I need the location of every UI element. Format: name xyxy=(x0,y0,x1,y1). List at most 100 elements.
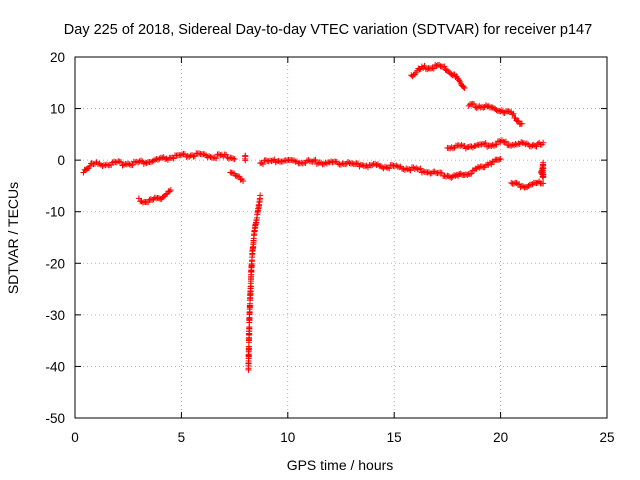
data-point xyxy=(231,156,238,163)
data-point xyxy=(362,163,369,170)
x-tick-label: 0 xyxy=(71,430,79,445)
data-point xyxy=(496,107,503,114)
data-point xyxy=(380,165,387,172)
data-point xyxy=(488,161,495,168)
series-9 xyxy=(444,137,547,152)
data-point xyxy=(323,160,330,167)
series-0 xyxy=(80,150,238,176)
data-point xyxy=(468,170,475,177)
data-point xyxy=(120,161,127,168)
data-point xyxy=(461,84,468,91)
data-point xyxy=(381,163,388,170)
series-6 xyxy=(455,155,504,180)
data-point xyxy=(471,167,477,174)
data-point xyxy=(352,161,359,168)
series-11 xyxy=(538,159,547,181)
data-point xyxy=(190,153,197,160)
data-point xyxy=(481,141,488,148)
data-point xyxy=(391,163,398,170)
data-point xyxy=(513,141,520,148)
data-point xyxy=(139,199,146,206)
series-4 xyxy=(242,152,249,164)
data-point xyxy=(510,180,517,187)
data-point xyxy=(430,65,437,72)
data-point xyxy=(386,165,393,172)
data-point xyxy=(338,161,344,168)
chart-title: Day 225 of 2018, Sidereal Day-to-day VTE… xyxy=(64,22,592,38)
data-point xyxy=(540,180,547,187)
data-point xyxy=(163,155,170,162)
data-point xyxy=(417,165,424,172)
data-point xyxy=(108,162,115,169)
data-point xyxy=(159,154,166,161)
data-point xyxy=(384,164,391,171)
data-point xyxy=(448,174,455,181)
data-point xyxy=(534,140,541,147)
data-point xyxy=(497,108,504,115)
y-axis-label: SDTVAR / TECUs xyxy=(5,182,21,294)
data-point xyxy=(373,161,380,168)
data-point xyxy=(196,150,203,157)
data-point xyxy=(155,195,162,202)
series-10 xyxy=(508,178,547,191)
data-point xyxy=(213,155,220,162)
data-point xyxy=(259,161,266,168)
data-point xyxy=(441,63,448,70)
data-point xyxy=(421,62,428,69)
data-point xyxy=(456,77,463,84)
data-point xyxy=(137,157,144,164)
data-point xyxy=(485,103,492,110)
y-tick-label: -50 xyxy=(45,411,65,426)
data-point xyxy=(449,173,456,180)
data-point xyxy=(170,155,177,162)
data-point xyxy=(89,160,96,167)
data-point xyxy=(418,63,425,70)
data-point xyxy=(431,168,438,175)
data-point xyxy=(510,110,517,117)
data-point xyxy=(235,173,242,180)
data-point xyxy=(505,108,512,115)
data-point xyxy=(166,188,173,195)
data-point xyxy=(355,160,362,167)
data-point xyxy=(496,156,503,163)
data-point xyxy=(129,161,136,168)
data-point xyxy=(458,142,465,149)
data-point xyxy=(424,66,431,73)
data-point xyxy=(493,107,500,114)
data-point xyxy=(242,157,249,164)
x-tick-label: 5 xyxy=(178,430,186,445)
data-point xyxy=(518,139,525,146)
series-3 xyxy=(245,192,264,373)
data-point xyxy=(312,156,319,163)
data-point xyxy=(167,187,174,194)
data-point xyxy=(407,167,414,174)
data-point xyxy=(518,120,525,127)
data-point xyxy=(135,195,142,202)
data-point xyxy=(511,142,518,149)
data-point xyxy=(403,165,410,172)
series-1 xyxy=(227,169,247,185)
data-point xyxy=(143,160,150,167)
series-5 xyxy=(257,156,462,181)
data-point xyxy=(201,151,208,158)
y-tick-label: 10 xyxy=(50,102,65,117)
series-8 xyxy=(465,100,525,128)
data-point xyxy=(460,83,467,90)
series xyxy=(80,61,547,373)
data-point xyxy=(497,155,504,162)
data-point xyxy=(223,151,230,158)
data-point xyxy=(138,198,145,205)
data-point xyxy=(99,162,106,169)
data-point xyxy=(279,158,286,165)
data-point xyxy=(490,142,497,149)
data-point xyxy=(227,154,234,161)
data-point xyxy=(438,169,445,176)
series-2 xyxy=(135,187,174,206)
data-point xyxy=(275,157,282,164)
data-point xyxy=(512,114,519,121)
data-point xyxy=(464,171,471,178)
plot-frame xyxy=(74,56,608,419)
data-point xyxy=(529,142,536,149)
data-point xyxy=(476,103,483,110)
data-point xyxy=(116,158,123,165)
